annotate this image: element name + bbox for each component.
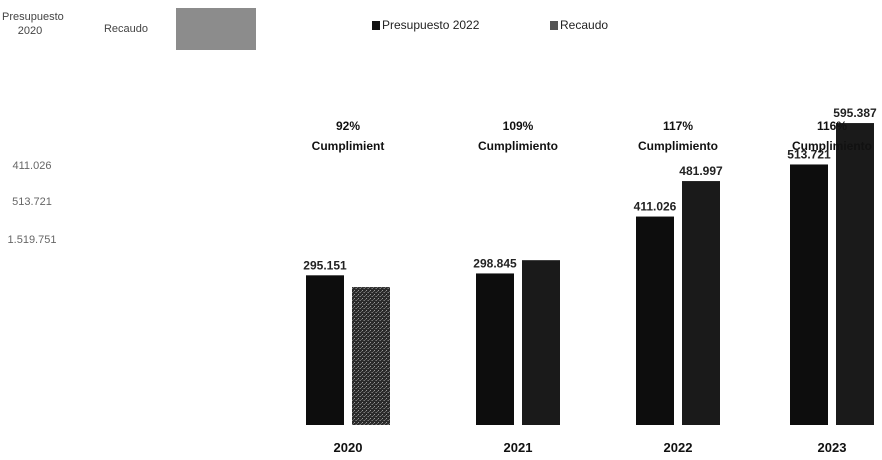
bar-presupuesto-2021 [476, 273, 514, 425]
compliance-label-2022: Cumplimiento [638, 139, 718, 153]
compliance-pct-2021: 109% [503, 119, 534, 133]
compliance-label-2021: Cumplimiento [478, 139, 558, 153]
bar-recaudo-2021 [522, 260, 560, 425]
x-tick-label-2020: 2020 [334, 440, 363, 455]
bar-presupuesto-2022 [636, 217, 674, 425]
data-label-presupuesto-2021: 298.845 [473, 256, 517, 270]
bar-presupuesto-2020 [306, 275, 344, 425]
data-label-presupuesto-2022: 411.026 [634, 200, 677, 214]
data-label-presupuesto-2020: 295.151 [303, 258, 347, 272]
compliance-pct-2020: 92% [336, 119, 360, 133]
compliance-label-2023: Cumplimiento [792, 139, 872, 153]
bar-recaudo-2020 [352, 287, 390, 425]
bar-presupuesto-2023 [790, 164, 828, 425]
data-label-recaudo-2023: 595.387 [833, 106, 877, 120]
compliance-label-2020: Cumplimient [312, 139, 385, 153]
x-tick-label-2022: 2022 [664, 440, 693, 455]
compliance-pct-2023: 116% [817, 119, 847, 133]
data-label-recaudo-2022: 481.997 [679, 164, 723, 178]
bar-recaudo-2023 [836, 123, 874, 425]
x-tick-label-2021: 2021 [504, 440, 533, 455]
bar-recaudo-2022 [682, 181, 720, 425]
x-tick-label-2023: 2023 [818, 440, 847, 455]
compliance-pct-2022: 117% [663, 119, 693, 133]
